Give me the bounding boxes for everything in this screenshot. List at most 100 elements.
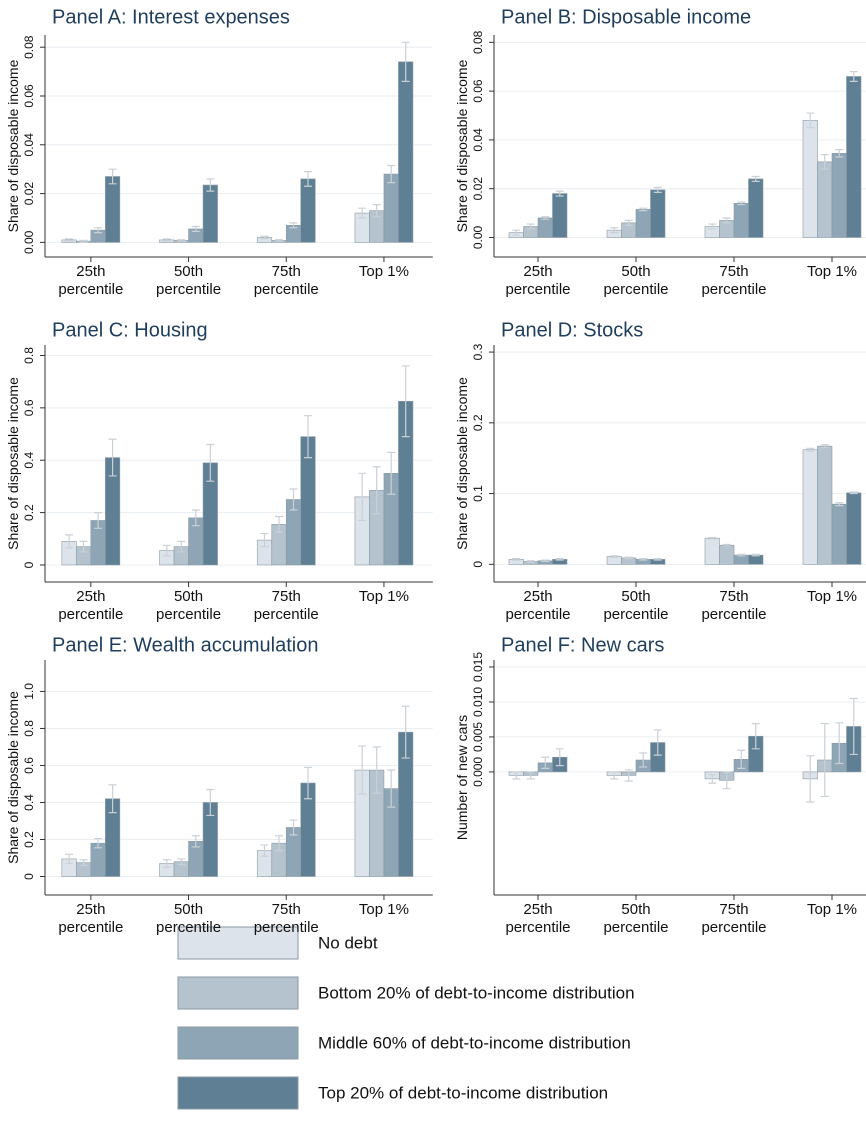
x-tick-label: 50th percentile bbox=[156, 901, 222, 936]
bar bbox=[398, 61, 414, 243]
x-tick-label: Top 1% bbox=[806, 263, 858, 280]
bar bbox=[105, 176, 121, 243]
error-bar bbox=[512, 771, 521, 780]
error-bar bbox=[191, 835, 200, 848]
bar bbox=[831, 153, 847, 238]
legend-swatch bbox=[177, 976, 299, 1010]
x-tick-label: 25th percentile bbox=[58, 901, 124, 936]
legend-label: No debt bbox=[318, 933, 378, 952]
error-bar bbox=[206, 788, 215, 817]
error-bar bbox=[835, 502, 844, 507]
bar bbox=[733, 554, 749, 565]
bar bbox=[802, 120, 818, 238]
y-tick-label: 0.6 bbox=[22, 399, 36, 416]
error-bar bbox=[708, 536, 717, 540]
error-bar bbox=[653, 186, 662, 193]
error-bar bbox=[289, 819, 298, 836]
y-tick-label: 0.2 bbox=[22, 831, 36, 848]
x-tick-label: Top 1% bbox=[806, 588, 858, 605]
y-tick-label: 0.1 bbox=[471, 485, 485, 502]
error-bar bbox=[206, 443, 215, 482]
error-bar bbox=[624, 769, 633, 782]
panel-title: Panel A: Interest expenses bbox=[52, 6, 290, 28]
error-bar bbox=[162, 238, 171, 242]
error-bar bbox=[610, 555, 619, 558]
x-tick-label: 75th percentile bbox=[253, 263, 319, 298]
x-tick-label: 75th percentile bbox=[253, 901, 319, 936]
bar bbox=[817, 445, 833, 565]
error-bar bbox=[555, 190, 564, 197]
error-bar bbox=[512, 229, 521, 236]
panel-title: Panel D: Stocks bbox=[501, 319, 643, 341]
error-bar bbox=[541, 756, 550, 770]
y-axis-label: Share of disposable income bbox=[454, 59, 470, 232]
bar bbox=[817, 161, 833, 238]
error-bar bbox=[358, 745, 367, 795]
error-bar bbox=[65, 238, 74, 242]
bar bbox=[383, 173, 399, 243]
y-axis-label: Share of disposable income bbox=[5, 377, 21, 550]
error-bar bbox=[206, 178, 215, 192]
y-tick-label: 0.08 bbox=[22, 35, 36, 59]
y-tick-label: 0.4 bbox=[22, 452, 36, 469]
error-bar bbox=[372, 466, 381, 515]
error-bar bbox=[639, 558, 648, 561]
error-bar bbox=[820, 723, 829, 797]
x-tick-label: Top 1% bbox=[806, 901, 858, 918]
error-bar bbox=[806, 447, 815, 452]
error-bar bbox=[849, 697, 858, 756]
legend-label: Top 20% of debt-to-income distribution bbox=[318, 1083, 608, 1102]
error-bar bbox=[260, 532, 269, 548]
y-tick-label: 0.06 bbox=[471, 79, 485, 103]
bar bbox=[846, 492, 862, 565]
error-bar bbox=[401, 365, 410, 438]
error-bar bbox=[835, 149, 844, 158]
x-tick-label: Top 1% bbox=[358, 263, 409, 280]
error-bar bbox=[653, 729, 662, 756]
error-bar bbox=[653, 558, 662, 561]
bar bbox=[846, 76, 862, 238]
bar bbox=[650, 189, 666, 238]
y-tick-label: 0.015 bbox=[471, 652, 485, 682]
bar bbox=[748, 178, 764, 238]
error-bar bbox=[177, 239, 186, 242]
error-bar bbox=[289, 488, 298, 511]
y-tick-label: 0.2 bbox=[22, 504, 36, 521]
error-bar bbox=[79, 540, 88, 553]
y-tick-label: 0 bbox=[22, 561, 36, 568]
error-bar bbox=[555, 558, 564, 561]
y-tick-label: 0.005 bbox=[471, 722, 485, 752]
error-bar bbox=[624, 556, 633, 560]
y-axis-label: Share of disposable income bbox=[454, 377, 470, 550]
error-bar bbox=[304, 766, 312, 800]
y-tick-label: 0 bbox=[471, 561, 485, 568]
legend-label: Bottom 20% of debt-to-income distributio… bbox=[318, 983, 635, 1002]
error-bar bbox=[835, 722, 844, 765]
x-tick-label: 75th percentile bbox=[701, 263, 767, 298]
error-bar bbox=[526, 771, 535, 780]
y-tick-label: 0.8 bbox=[22, 347, 36, 364]
legend-swatch bbox=[177, 926, 299, 960]
y-tick-label: 0 bbox=[22, 873, 36, 880]
x-tick-label: 75th percentile bbox=[701, 901, 767, 936]
x-tick-label: Top 1% bbox=[358, 901, 409, 918]
error-bar bbox=[108, 168, 117, 185]
error-bar bbox=[358, 472, 367, 522]
x-tick-label: 50th percentile bbox=[156, 588, 222, 623]
y-axis-label: Share of disposable income bbox=[5, 59, 21, 232]
error-bar bbox=[526, 223, 535, 230]
y-axis-label: Share of disposable income bbox=[5, 691, 21, 864]
x-tick-label: 50th percentile bbox=[603, 263, 669, 298]
error-bar bbox=[387, 769, 396, 808]
error-bar bbox=[79, 859, 88, 866]
panel-title: Panel C: Housing bbox=[52, 319, 208, 341]
error-bar bbox=[108, 438, 117, 477]
legend-label: Middle 60% of debt-to-income distributio… bbox=[318, 1033, 631, 1052]
error-bar bbox=[387, 164, 396, 184]
error-bar bbox=[94, 512, 103, 529]
x-tick-label: 50th percentile bbox=[603, 588, 669, 623]
bar bbox=[704, 537, 720, 565]
error-bar bbox=[304, 415, 312, 459]
error-bar bbox=[177, 540, 186, 553]
error-bar bbox=[260, 844, 269, 857]
